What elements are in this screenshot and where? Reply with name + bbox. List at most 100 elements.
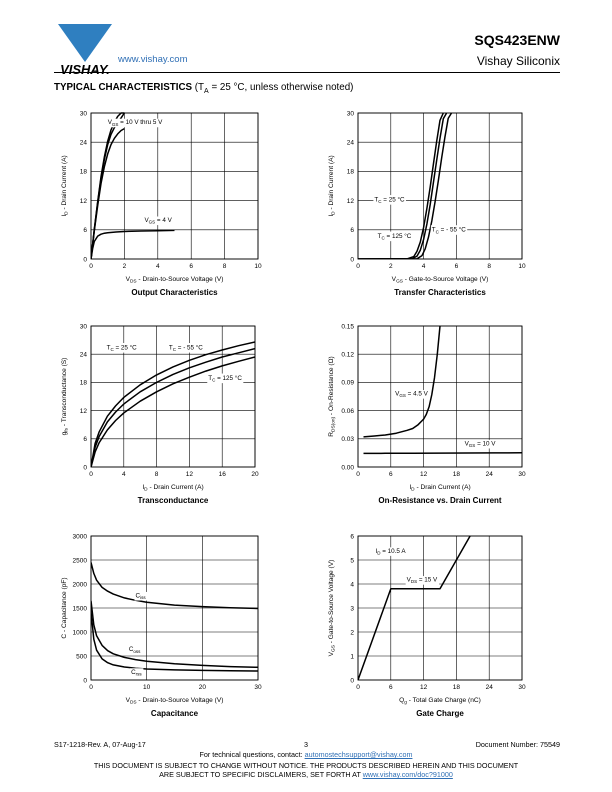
x-tick-label: 12	[186, 471, 194, 478]
x-tick-label: 30	[518, 684, 526, 691]
y-tick-label: 18	[80, 380, 88, 387]
annotation-label: VGS = 10 V	[465, 440, 497, 448]
y-tick-label: 0.03	[341, 436, 354, 443]
website-link[interactable]: www.vishay.com	[118, 54, 188, 65]
plot-frame	[357, 535, 523, 681]
x-axis-label: Qg - Total Gate Charge (nC)	[399, 697, 481, 706]
x-tick-label: 18	[453, 471, 461, 478]
plot-frame	[90, 535, 259, 681]
y-tick-label: 24	[80, 140, 88, 147]
annotation-label: TC = - 55 °C	[169, 344, 203, 353]
series-line-3	[91, 127, 125, 259]
y-tick-label: 12	[80, 408, 88, 415]
series-line-1	[363, 325, 441, 438]
annotation-bg	[374, 547, 408, 556]
annotation-label: VGS = 4.5 V	[395, 391, 428, 399]
x-tick-label: 0	[89, 471, 93, 478]
x-tick-label: 20	[199, 684, 207, 691]
annotation-bg	[134, 591, 148, 601]
x-tick-label: 4	[422, 263, 426, 270]
y-tick-label: 18	[347, 169, 355, 176]
annotation-label: Crss	[131, 669, 142, 677]
y-tick-label: 1000	[73, 629, 88, 636]
annotation-label: VGS = 4 V	[144, 217, 172, 225]
footer-notice-line2: ARE SUBJECT TO SPECIFIC DISCLAIMERS, SET…	[0, 770, 612, 779]
footer-notice-line1: THIS DOCUMENT IS SUBJECT TO CHANGE WITHO…	[93, 761, 519, 770]
y-tick-label: 0.09	[341, 380, 354, 387]
series-line-2	[91, 347, 255, 467]
annotation-label: TC = - 55 °C	[432, 226, 466, 235]
y-tick-label: 6	[83, 227, 87, 234]
footer-notice-text: ARE SUBJECT TO SPECIFIC DISCLAIMERS, SET…	[159, 770, 363, 779]
x-tick-label: 0	[356, 684, 360, 691]
x-tick-label: 6	[389, 471, 393, 478]
y-tick-label: 2	[350, 629, 354, 636]
annotation-bg	[376, 231, 413, 242]
footer-contact: For technical questions, contact: automo…	[0, 750, 612, 759]
x-tick-label: 0	[356, 471, 360, 478]
x-axis-label: VGS - Gate-to-Source Voltage (V)	[392, 276, 489, 285]
y-tick-label: 24	[347, 140, 355, 147]
annotation-bg	[127, 645, 143, 655]
x-tick-label: 30	[518, 471, 526, 478]
footer-contact-text: For technical questions, contact:	[199, 750, 305, 759]
x-tick-label: 8	[223, 263, 227, 270]
annotation-label: TC = 25 °C	[374, 196, 405, 205]
x-tick-label: 24	[486, 471, 494, 478]
series-line-2	[91, 112, 126, 259]
x-axis-label: ID - Drain Current (A)	[142, 484, 203, 493]
y-axis-label: VGS - Gate-to-Source Voltage (V)	[328, 560, 337, 657]
chart-title: Capacitance	[151, 709, 199, 718]
x-tick-label: 6	[189, 263, 193, 270]
x-tick-label: 30	[254, 684, 262, 691]
annotation-bg	[405, 576, 440, 585]
y-tick-label: 6	[350, 227, 354, 234]
plot-frame	[90, 112, 259, 260]
x-axis-label: VDS - Drain-to-Source Voltage (V)	[126, 697, 224, 706]
section-title: TYPICAL CHARACTERISTICS (TA = 25 °C, unl…	[54, 82, 353, 95]
y-tick-label: 0.06	[341, 408, 354, 415]
y-tick-label: 5	[350, 557, 354, 564]
annotation-label: VGS = 10 V thru 5 V	[108, 119, 163, 127]
footer-disclaimer-link[interactable]: www.vishay.com/doc?91000	[362, 770, 453, 779]
x-tick-label: 10	[518, 263, 526, 270]
plot-frame	[357, 325, 523, 468]
x-tick-label: 24	[486, 684, 494, 691]
y-tick-label: 6	[350, 533, 354, 540]
x-tick-label: 2	[123, 263, 127, 270]
annotation-bg	[430, 225, 468, 235]
y-tick-label: 1500	[73, 605, 88, 612]
y-tick-label: 3000	[73, 533, 88, 540]
x-tick-label: 12	[420, 684, 428, 691]
footer-contact-email[interactable]: automostechsupport@vishay.com	[304, 750, 413, 759]
x-tick-label: 10	[143, 684, 151, 691]
y-axis-label: RDS(on) - On-Resistance (Ω)	[328, 356, 337, 436]
x-tick-label: 12	[420, 471, 428, 478]
y-tick-label: 30	[80, 323, 88, 330]
x-tick-label: 4	[122, 471, 126, 478]
series-line-1	[91, 562, 258, 610]
x-tick-label: 8	[155, 471, 159, 478]
x-tick-label: 6	[455, 263, 459, 270]
series-line-3	[358, 112, 453, 259]
annotation-bg	[373, 195, 406, 205]
x-tick-label: 18	[453, 684, 461, 691]
plot-frame	[357, 112, 523, 260]
series-line-1	[91, 112, 125, 259]
y-axis-label: C - Capacitance (pF)	[61, 577, 68, 638]
brand-text: VISHAY.	[60, 62, 110, 76]
annotation-label: ID = 10.5 A	[375, 548, 406, 556]
header-divider	[54, 72, 560, 73]
section-condition-suffix: = 25 °C, unless otherwise noted)	[208, 82, 354, 93]
y-tick-label: 0	[83, 677, 87, 684]
y-tick-label: 0.12	[341, 352, 354, 359]
y-tick-label: 0	[350, 256, 354, 263]
annotation-label: TC = 125 °C	[208, 374, 242, 383]
y-tick-label: 0	[350, 677, 354, 684]
annotation-label: TC = 25 °C	[107, 344, 138, 353]
series-line-3	[91, 356, 255, 467]
